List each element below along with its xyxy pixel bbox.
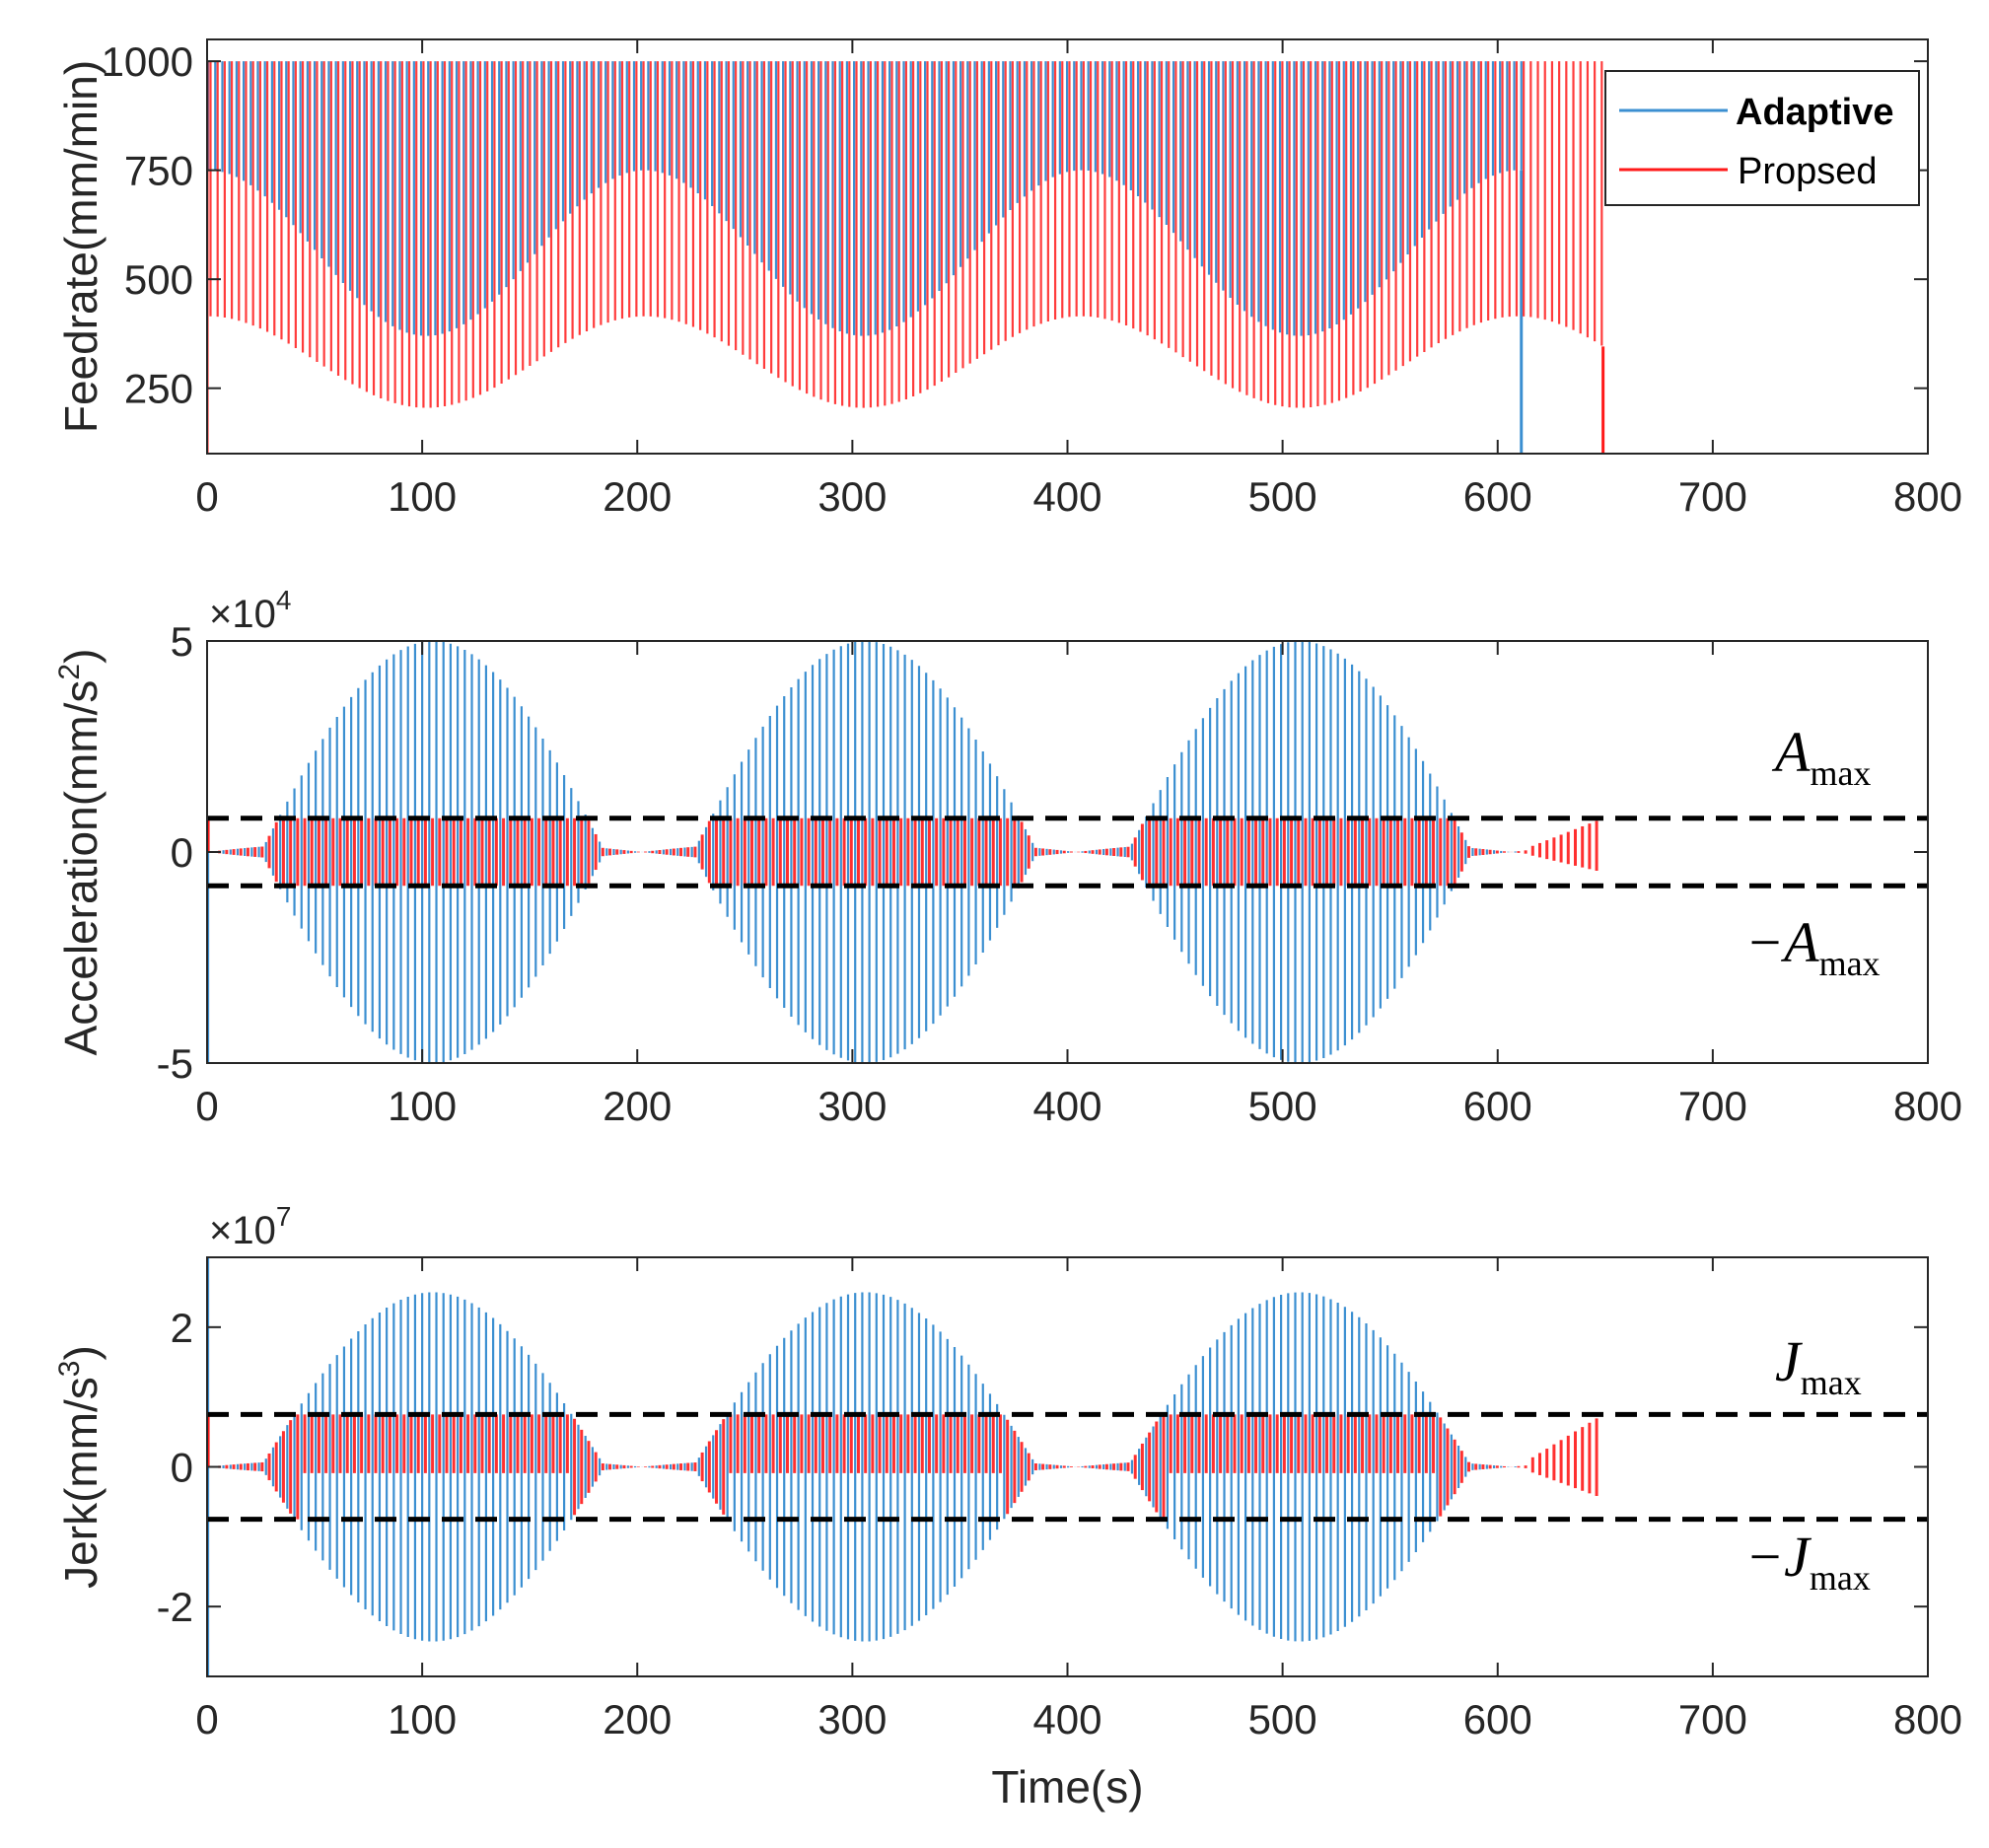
jerk-lower-limit-annotation: −Jmax — [1745, 1525, 1871, 1598]
acceleration-ytick-label: -5 — [157, 1040, 193, 1087]
feedrate-xtick-label: 700 — [1678, 473, 1747, 520]
jerk-series-adaptive — [207, 1257, 1517, 1676]
acceleration-xtick-label: 500 — [1248, 1083, 1317, 1129]
jerk-xtick-label: 500 — [1248, 1696, 1317, 1742]
feedrate-xtick-label: 200 — [603, 473, 672, 520]
jerk-panel: 0 100 200 300 400 500 600 700 800 -2 0 2 Jerk(mm/s3)… — [53, 1201, 1962, 1812]
jerk-xtick-label: 800 — [1893, 1696, 1962, 1742]
acceleration-exponent-label: ×104 — [209, 585, 291, 636]
acceleration-ytick-label: 5 — [171, 618, 193, 665]
feedrate-ytick-label: 1000 — [102, 38, 193, 85]
acceleration-series-propsed — [207, 817, 1598, 887]
feedrate-ytick-label: 250 — [124, 366, 193, 412]
feedrate-xtick-label: 300 — [817, 473, 887, 520]
feedrate-series-adaptive — [207, 61, 1524, 454]
legend-label-adaptive: Adaptive — [1736, 92, 1893, 133]
jerk-xtick-label: 300 — [817, 1696, 887, 1742]
acceleration-xtick-label: 300 — [817, 1083, 887, 1129]
feedrate-xtick-label: 400 — [1032, 473, 1101, 520]
feedrate-ytick-label: 750 — [124, 148, 193, 194]
jerk-ytick-label: 2 — [171, 1305, 193, 1351]
legend: Adaptive Propsed — [1604, 70, 1920, 206]
acceleration-xtick-label: 400 — [1032, 1083, 1101, 1129]
jerk-xtick-label: 700 — [1678, 1696, 1747, 1742]
acceleration-lower-limit-annotation: −Amax — [1745, 910, 1881, 983]
feedrate-xtick-label: 800 — [1893, 473, 1962, 520]
jerk-xtick-label: 200 — [603, 1696, 672, 1742]
acceleration-xtick-label: 800 — [1893, 1083, 1962, 1129]
jerk-series-propsed — [207, 1414, 1598, 1520]
jerk-ytick-label: 0 — [171, 1445, 193, 1491]
acceleration-xtick-label: 0 — [195, 1083, 218, 1129]
acceleration-xtick-label: 700 — [1678, 1083, 1747, 1129]
feedrate-xtick-label: 100 — [388, 473, 457, 520]
feedrate-xtick-label: 600 — [1463, 473, 1532, 520]
acceleration-xtick-label: 600 — [1463, 1083, 1532, 1129]
feedrate-ylabel: Feedrate(mm/min) — [55, 60, 107, 433]
acceleration-ylabel: Acceleration(mm/s2) — [53, 649, 107, 1056]
jerk-exponent-label: ×107 — [209, 1201, 291, 1252]
legend-label-propsed: Propsed — [1738, 151, 1878, 192]
jerk-ytick-label: -2 — [157, 1584, 193, 1630]
jerk-xtick-label: 600 — [1463, 1696, 1532, 1742]
jerk-xtick-label: 100 — [388, 1696, 457, 1742]
jerk-upper-limit-annotation: Jmax — [1775, 1329, 1862, 1402]
feedrate-panel: 0 100 200 300 400 500 600 700 800 250 500 750 1000Fe… — [55, 38, 1962, 520]
acceleration-panel: 0 100 200 300 400 500 600 700 800-505Acceleratio… — [53, 585, 1962, 1129]
acceleration-upper-limit-annotation: Amax — [1771, 720, 1871, 793]
acceleration-series-adaptive — [207, 641, 1517, 1063]
legend-box — [1604, 70, 1920, 206]
jerk-ylabel: Jerk(mm/s3) — [53, 1345, 107, 1589]
jerk-xtick-label: 400 — [1032, 1696, 1101, 1742]
jerk-xlabel: Time(s) — [991, 1761, 1143, 1812]
acceleration-ytick-label: 0 — [171, 829, 193, 876]
feedrate-xtick-label: 0 — [195, 473, 218, 520]
feedrate-series-propsed — [207, 61, 1605, 454]
feedrate-ytick-label: 500 — [124, 256, 193, 303]
feedrate-xtick-label: 500 — [1248, 473, 1317, 520]
acceleration-xtick-label: 200 — [603, 1083, 672, 1129]
acceleration-xtick-label: 100 — [388, 1083, 457, 1129]
jerk-xtick-label: 0 — [195, 1696, 218, 1742]
